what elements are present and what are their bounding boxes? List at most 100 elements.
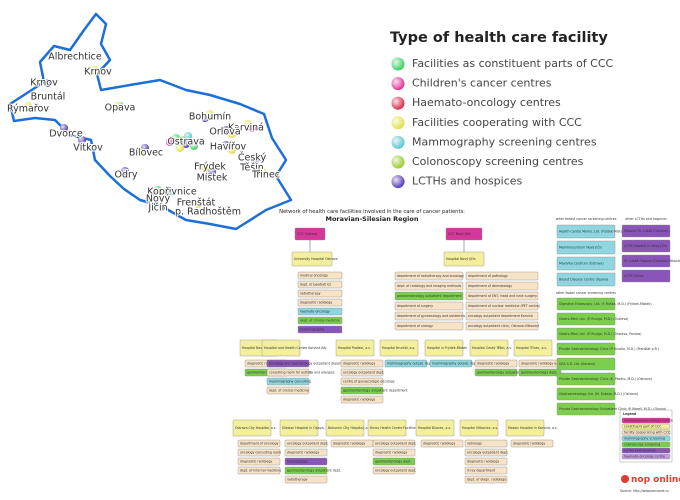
dept-box — [340, 386, 384, 395]
legend-shine — [391, 96, 405, 110]
dept-box — [510, 439, 554, 448]
dept-box-text: dept. of paediatrics — [300, 283, 331, 287]
key-entry — [621, 435, 671, 442]
marker-shine — [44, 79, 52, 87]
legend-label: Children's cancer centres — [412, 77, 552, 90]
dept-box — [394, 271, 464, 281]
dept-box-text: mammography outpat. dept. — [387, 362, 433, 366]
dept-box — [465, 321, 539, 331]
hospital-box-text: Hospital Podlesí, a.s. — [338, 346, 371, 350]
dept-box-text: oncology and haematology outpatient depa… — [269, 362, 351, 366]
legend-label: LCTHs and hospices — [412, 175, 523, 188]
dept-box — [465, 291, 539, 301]
hospital-box — [415, 419, 455, 437]
facility-markers — [24, 66, 266, 208]
dept-box-text: radiotherapy — [300, 292, 321, 296]
screening-box — [556, 387, 616, 401]
dept-box — [284, 457, 328, 466]
dept-box — [340, 368, 384, 377]
dept-box-text: mammography consulting — [269, 380, 311, 384]
logo-mark — [621, 475, 629, 483]
dept-box — [237, 457, 281, 466]
city-label: Dvorce — [49, 129, 83, 140]
dept-box — [465, 301, 539, 311]
dept-box-text: haemato-oncology — [300, 310, 330, 314]
dept-box — [372, 466, 416, 475]
hospital-box-text: Hospital Český Těšín, a.s. — [472, 345, 512, 350]
city-label: Orlová — [209, 127, 240, 138]
marker-shine — [222, 126, 230, 134]
dept-box — [518, 368, 562, 377]
city-label: Bohumín — [189, 112, 231, 123]
screening-box — [556, 256, 616, 271]
legend-shine — [391, 116, 405, 130]
city-label: Český — [238, 152, 267, 164]
city-label: Havířov — [210, 142, 247, 153]
key-title: Legend — [623, 412, 637, 416]
hospice-box-text: LCTH Fulnek — [624, 274, 644, 278]
screening-box — [556, 357, 616, 371]
dept-box — [394, 321, 464, 331]
city-label: Nový — [146, 194, 171, 205]
legend-label: Colonoscopy screening centres — [412, 155, 584, 168]
key-entry — [621, 429, 671, 436]
dept-box-text: diagnostic radiology — [343, 398, 375, 402]
dept-box — [465, 311, 539, 321]
hospital-box — [379, 339, 419, 357]
city-label: Opava — [105, 103, 136, 114]
column-label: other breast cancer screening centres — [556, 217, 617, 221]
dept-box — [465, 271, 539, 281]
marker-shine — [206, 110, 214, 118]
key-entry-text: facility cooperating with CCC — [624, 431, 671, 435]
city-label: Albrechtice — [48, 52, 102, 63]
city-label: Těšín — [239, 163, 264, 174]
dept-box — [394, 291, 464, 301]
hospital-box — [505, 419, 545, 437]
dept-box-text: diagnostic radiology — [467, 460, 499, 464]
dept-box-text: department of gynaecology and obstetrics — [397, 314, 465, 318]
dept-box-text: oncology outpatient dept. — [287, 442, 328, 446]
dept-box-text: gastroenterology outpatient dept. — [477, 371, 531, 375]
marker-shine — [194, 200, 202, 208]
hospice-box — [621, 269, 671, 283]
dept-box — [372, 439, 416, 448]
marker-shine — [251, 156, 259, 164]
hospital-box — [513, 339, 553, 357]
marker-shine — [258, 168, 266, 176]
city-label: Krnov — [84, 67, 112, 78]
marker-shine — [166, 188, 174, 196]
marker-shine — [184, 132, 192, 140]
dept-box — [284, 466, 328, 475]
marker-shine — [24, 102, 32, 110]
screening-box — [556, 224, 616, 239]
dept-box-text: department of radiotherapy and oncology — [397, 274, 464, 278]
screening-box — [556, 240, 616, 255]
dept-box-text: haematology — [287, 460, 308, 464]
dept-box-text: mammography — [300, 328, 325, 332]
marker-shine — [78, 136, 86, 144]
hospital-box-text: Hospital Třinec, a.s. — [516, 346, 547, 350]
diagram-region: Moravian-Silesian Region — [325, 215, 418, 223]
hospital-box-text: Silesian Hospital in Opava, a.s. — [282, 426, 331, 430]
screening-box-text: Gastro-Med, Ltd. (P. Rusiga, M.D.) (Ostr… — [559, 317, 628, 321]
dept-box-text: mammography outpat. dept. — [432, 362, 478, 366]
dept-box-text: department of pathology — [468, 274, 508, 278]
legend-shine — [391, 155, 405, 169]
marker-shine — [228, 130, 236, 138]
hospice-box — [621, 224, 671, 238]
hospital-box — [469, 339, 509, 357]
dept-box — [465, 281, 539, 291]
city-label: Frenštát — [177, 198, 216, 209]
dept-box — [266, 386, 310, 395]
city-label: Třinec — [251, 170, 280, 181]
screening-box-text: MaxiVita Centrum (Ostrava) — [559, 262, 604, 266]
key-entry-text: haemato-oncology centre — [624, 455, 665, 459]
dept-box — [394, 311, 464, 321]
screening-box-text: Digestive Endoscopy, Ltd. (F. Raška, M.D… — [559, 302, 652, 306]
screening-box-text: GEA S.R. Ltd. (Karviná) — [559, 362, 595, 366]
screening-box — [556, 312, 616, 326]
marker-shine — [228, 146, 236, 154]
region-outline — [8, 12, 293, 231]
dept-box — [420, 439, 464, 448]
hospital-box — [335, 339, 375, 357]
